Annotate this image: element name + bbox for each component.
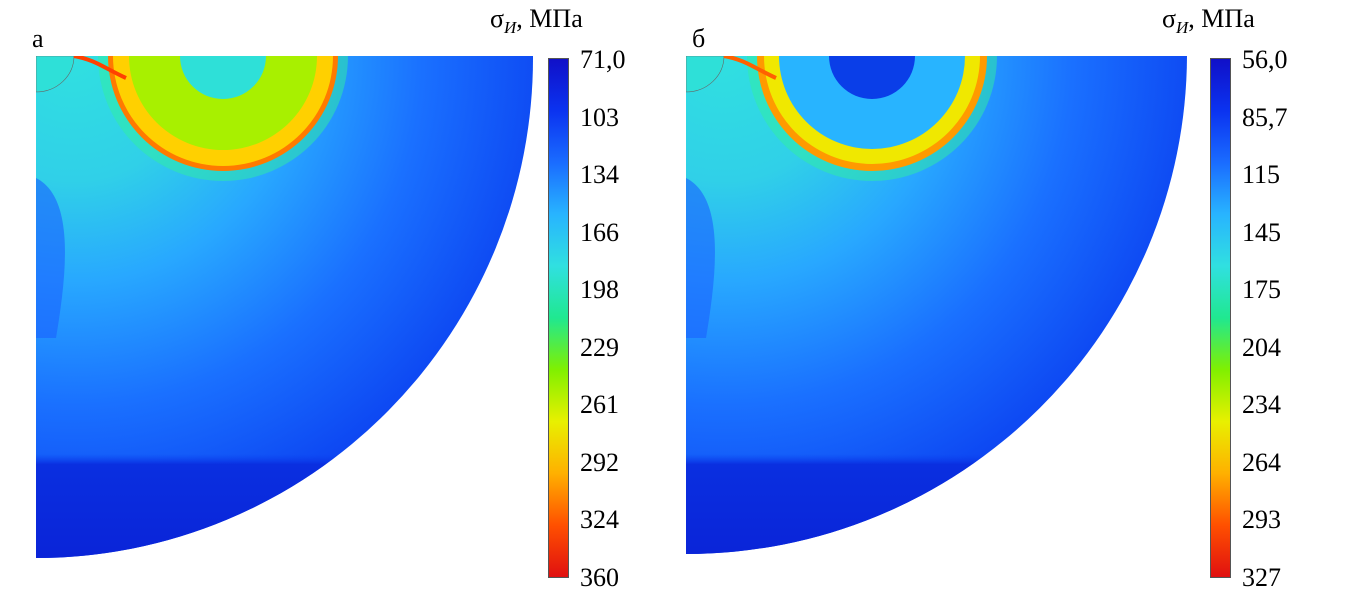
- tick-label: 204: [1242, 332, 1281, 362]
- tick-label: 71,0: [580, 45, 626, 74]
- tick-label: 134: [580, 160, 619, 190]
- tick-label: 166: [580, 217, 619, 247]
- legend-a: σИ, МПа 71,0 103 134 166 198 229 261 292 324 360: [490, 0, 640, 607]
- tick-label: 293: [1242, 505, 1281, 535]
- panel-a: а: [32, 0, 640, 607]
- tick-label: 198: [580, 275, 619, 305]
- tick-label: 56,0: [1242, 45, 1288, 74]
- legend-title: σИ, МПа: [1162, 4, 1255, 37]
- panel-b: б: [650, 0, 1356, 607]
- colorbar: [1210, 58, 1231, 578]
- ring-inner: [829, 56, 915, 99]
- stress-field-a: [36, 56, 534, 558]
- stress-field-b: [686, 56, 1187, 555]
- legend-b: σИ, МПа 56,0 85,7 115 145 175 204 234 264 293 327: [1162, 0, 1312, 607]
- corner-wedge: [36, 56, 75, 93]
- ring-inner: [180, 56, 266, 99]
- left-low-zone: [36, 178, 65, 338]
- tick-label: 264: [1242, 447, 1281, 477]
- ring-main: [129, 56, 317, 150]
- tick-label: 229: [580, 332, 619, 362]
- tick-label: 324: [580, 505, 619, 535]
- tick-label: 115: [1242, 160, 1281, 190]
- panel-label: а: [32, 24, 44, 53]
- tick-label: 175: [1242, 275, 1281, 305]
- tick-label: 103: [580, 102, 619, 132]
- corner-wedge: [686, 56, 725, 93]
- left-low-zone: [686, 178, 715, 338]
- ring-main: [779, 56, 965, 149]
- legend-title: σИ, МПа: [490, 4, 583, 37]
- tick-label: 145: [1242, 217, 1281, 247]
- tick-label: 292: [580, 447, 619, 477]
- tick-label: 327: [1242, 563, 1281, 592]
- tick-label: 234: [1242, 390, 1281, 420]
- tick-label: 261: [580, 390, 619, 420]
- tick-label: 360: [580, 563, 619, 592]
- panel-label: б: [692, 24, 706, 53]
- colorbar: [548, 58, 569, 578]
- tick-label: 85,7: [1242, 102, 1288, 132]
